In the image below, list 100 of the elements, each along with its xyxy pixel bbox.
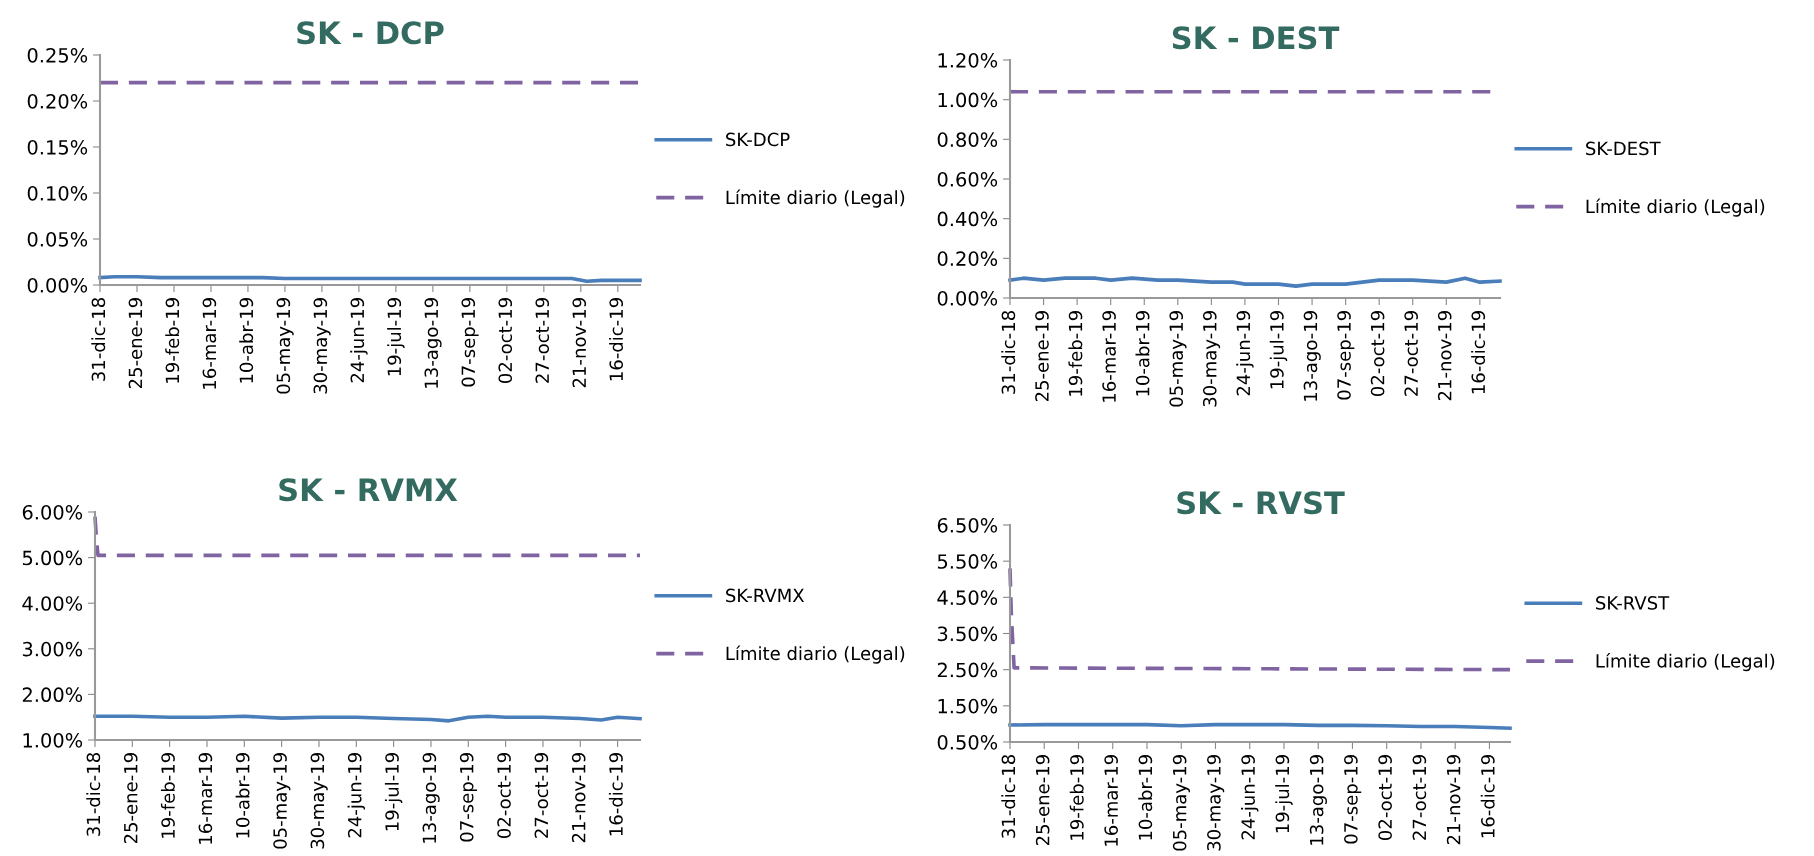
y-tick-label: 6.50% xyxy=(937,517,998,533)
x-tick-label: 19-jul-19 xyxy=(1275,755,1293,833)
y-tick-label: 6.00% xyxy=(22,504,83,520)
x-tick-label: 31-dic-18 xyxy=(1001,755,1016,838)
legend-label: Límite diario (Legal) xyxy=(726,189,905,208)
x-tick-label: 25-ene-19 xyxy=(128,298,143,389)
y-tick-label: 3.50% xyxy=(937,626,998,642)
y-tick-label: 0.25% xyxy=(27,47,88,63)
chart-title: SK - RVST xyxy=(1177,491,1345,515)
x-tick-label: 24-jun-19 xyxy=(1240,755,1259,840)
y-tick-label: 1.50% xyxy=(938,698,998,714)
x-tick-label: 02-oct-19 xyxy=(1370,311,1385,396)
x-tick-label: 31-dic-18 xyxy=(1001,311,1016,394)
y-tick-label: 4.50% xyxy=(937,590,998,605)
x-tick-label: 16-dic-19 xyxy=(1480,755,1495,838)
x-tick-label: 21-nov-19 xyxy=(571,753,586,843)
x-tick-label: 21-nov-19 xyxy=(1437,311,1452,401)
x-tick-label: 05-may-19 xyxy=(276,298,294,394)
x-tick-label: 19-feb-19 xyxy=(1069,755,1084,840)
x-tick-label: 07-sep-19 xyxy=(459,753,478,842)
y-tick-label: 5.00% xyxy=(22,550,83,566)
x-tick-label: 16-mar-19 xyxy=(1104,755,1118,846)
x-tick-label: 24-jun-19 xyxy=(1236,311,1254,396)
x-tick-label: 30-may-19 xyxy=(1207,755,1225,851)
x-tick-label: 19-feb-19 xyxy=(160,753,175,838)
x-tick-label: 27-oct-19 xyxy=(535,298,550,383)
y-tick-label: 0.60% xyxy=(937,171,998,187)
x-tick-label: 07-sep-19 xyxy=(461,298,479,387)
x-tick-label: 13-ago-19 xyxy=(424,298,442,388)
y-tick-label: 0.10% xyxy=(27,185,88,201)
legend-label: SK-RVMX xyxy=(726,588,805,603)
x-tick-label: 19-jul-19 xyxy=(387,298,405,376)
x-tick-label: 07-sep-19 xyxy=(1344,755,1362,844)
y-tick-label: 5.50% xyxy=(937,554,998,569)
x-tick-label: 05-may-19 xyxy=(1169,311,1187,407)
y-tick-label: 1.00% xyxy=(938,92,998,108)
line-series xyxy=(1008,566,1512,672)
y-tick-label: 0.80% xyxy=(937,132,998,147)
line-series xyxy=(1008,276,1502,288)
legend-label: Límite diario (Legal) xyxy=(1586,198,1765,217)
y-tick-label: 0.20% xyxy=(937,251,998,266)
x-tick-label: 05-may-19 xyxy=(1172,755,1190,851)
x-tick-label: 19-jul-19 xyxy=(1269,311,1288,389)
x-tick-label: 21-nov-19 xyxy=(1446,755,1461,845)
x-tick-label: 24-jun-19 xyxy=(347,753,366,838)
x-tick-label: 30-may-19 xyxy=(313,298,331,394)
x-tick-label: 10-abr-19 xyxy=(239,298,254,383)
y-tick-label: 0.00% xyxy=(937,290,998,306)
legend-label: SK-DCP xyxy=(726,132,790,147)
y-tick-label: 1.00% xyxy=(23,732,83,748)
x-tick-label: 19-jul-19 xyxy=(384,753,403,831)
x-tick-label: 30-may-19 xyxy=(310,753,328,849)
y-tick-label: 0.05% xyxy=(27,231,88,247)
x-tick-label: 24-jun-19 xyxy=(350,298,368,383)
y-tick-label: 4.00% xyxy=(22,596,83,611)
x-tick-label: 27-oct-19 xyxy=(1404,311,1418,396)
x-tick-label: 27-oct-19 xyxy=(534,753,549,838)
x-tick-label: 05-may-19 xyxy=(273,753,291,849)
legend-label: Límite diario (Legal) xyxy=(1596,653,1775,672)
x-tick-label: 21-nov-19 xyxy=(572,298,587,388)
x-tick-label: 10-abr-19 xyxy=(1138,755,1153,840)
x-tick-label: 16-dic-19 xyxy=(609,298,624,381)
x-tick-label: 02-oct-19 xyxy=(497,753,511,838)
x-tick-label: 19-feb-19 xyxy=(1068,311,1083,396)
x-tick-label: 10-abr-19 xyxy=(1135,311,1150,396)
x-tick-label: 19-feb-19 xyxy=(165,298,180,383)
x-tick-label: 25-ene-19 xyxy=(123,753,138,844)
x-tick-label: 13-ago-19 xyxy=(422,753,440,843)
legend-label: Límite diario (Legal) xyxy=(726,645,905,664)
x-tick-label: 27-oct-19 xyxy=(1412,755,1427,840)
legend-label: SK-DEST xyxy=(1586,141,1661,156)
x-tick-label: 13-ago-19 xyxy=(1303,311,1321,401)
x-tick-label: 02-oct-19 xyxy=(1378,755,1392,840)
y-tick-label: 0.50% xyxy=(937,734,998,750)
x-tick-label: 31-dic-18 xyxy=(86,753,101,836)
x-tick-label: 16-dic-19 xyxy=(608,753,623,836)
x-tick-label: 10-abr-19 xyxy=(235,753,250,838)
x-tick-label: 30-may-19 xyxy=(1202,311,1221,407)
chart-title: SK - DCP xyxy=(297,21,444,45)
x-tick-label: 25-ene-19 xyxy=(1035,311,1049,402)
x-tick-label: 16-mar-19 xyxy=(1102,311,1116,402)
x-tick-label: 31-dic-18 xyxy=(91,298,106,381)
x-tick-label: 07-sep-19 xyxy=(1337,311,1355,400)
legend-label: SK-RVST xyxy=(1596,596,1670,610)
y-tick-label: 1.20% xyxy=(938,52,998,68)
x-tick-label: 25-ene-19 xyxy=(1035,755,1050,846)
x-tick-label: 02-oct-19 xyxy=(498,298,513,383)
y-tick-label: 3.00% xyxy=(22,641,83,657)
y-tick-label: 0.20% xyxy=(27,93,88,109)
x-tick-label: 13-ago-19 xyxy=(1309,755,1327,845)
chart-title: SK - RVMX xyxy=(279,478,458,502)
y-tick-label: 2.50% xyxy=(937,662,998,678)
y-tick-label: 0.40% xyxy=(937,211,998,227)
y-tick-label: 0.15% xyxy=(27,139,88,155)
x-tick-label: 16-mar-19 xyxy=(202,298,217,389)
chart-title: SK - DEST xyxy=(1172,26,1340,50)
y-tick-label: 2.00% xyxy=(22,687,83,703)
y-tick-label: 0.00% xyxy=(27,277,88,293)
x-tick-label: 16-dic-19 xyxy=(1471,311,1486,394)
x-tick-label: 16-mar-19 xyxy=(198,753,213,844)
